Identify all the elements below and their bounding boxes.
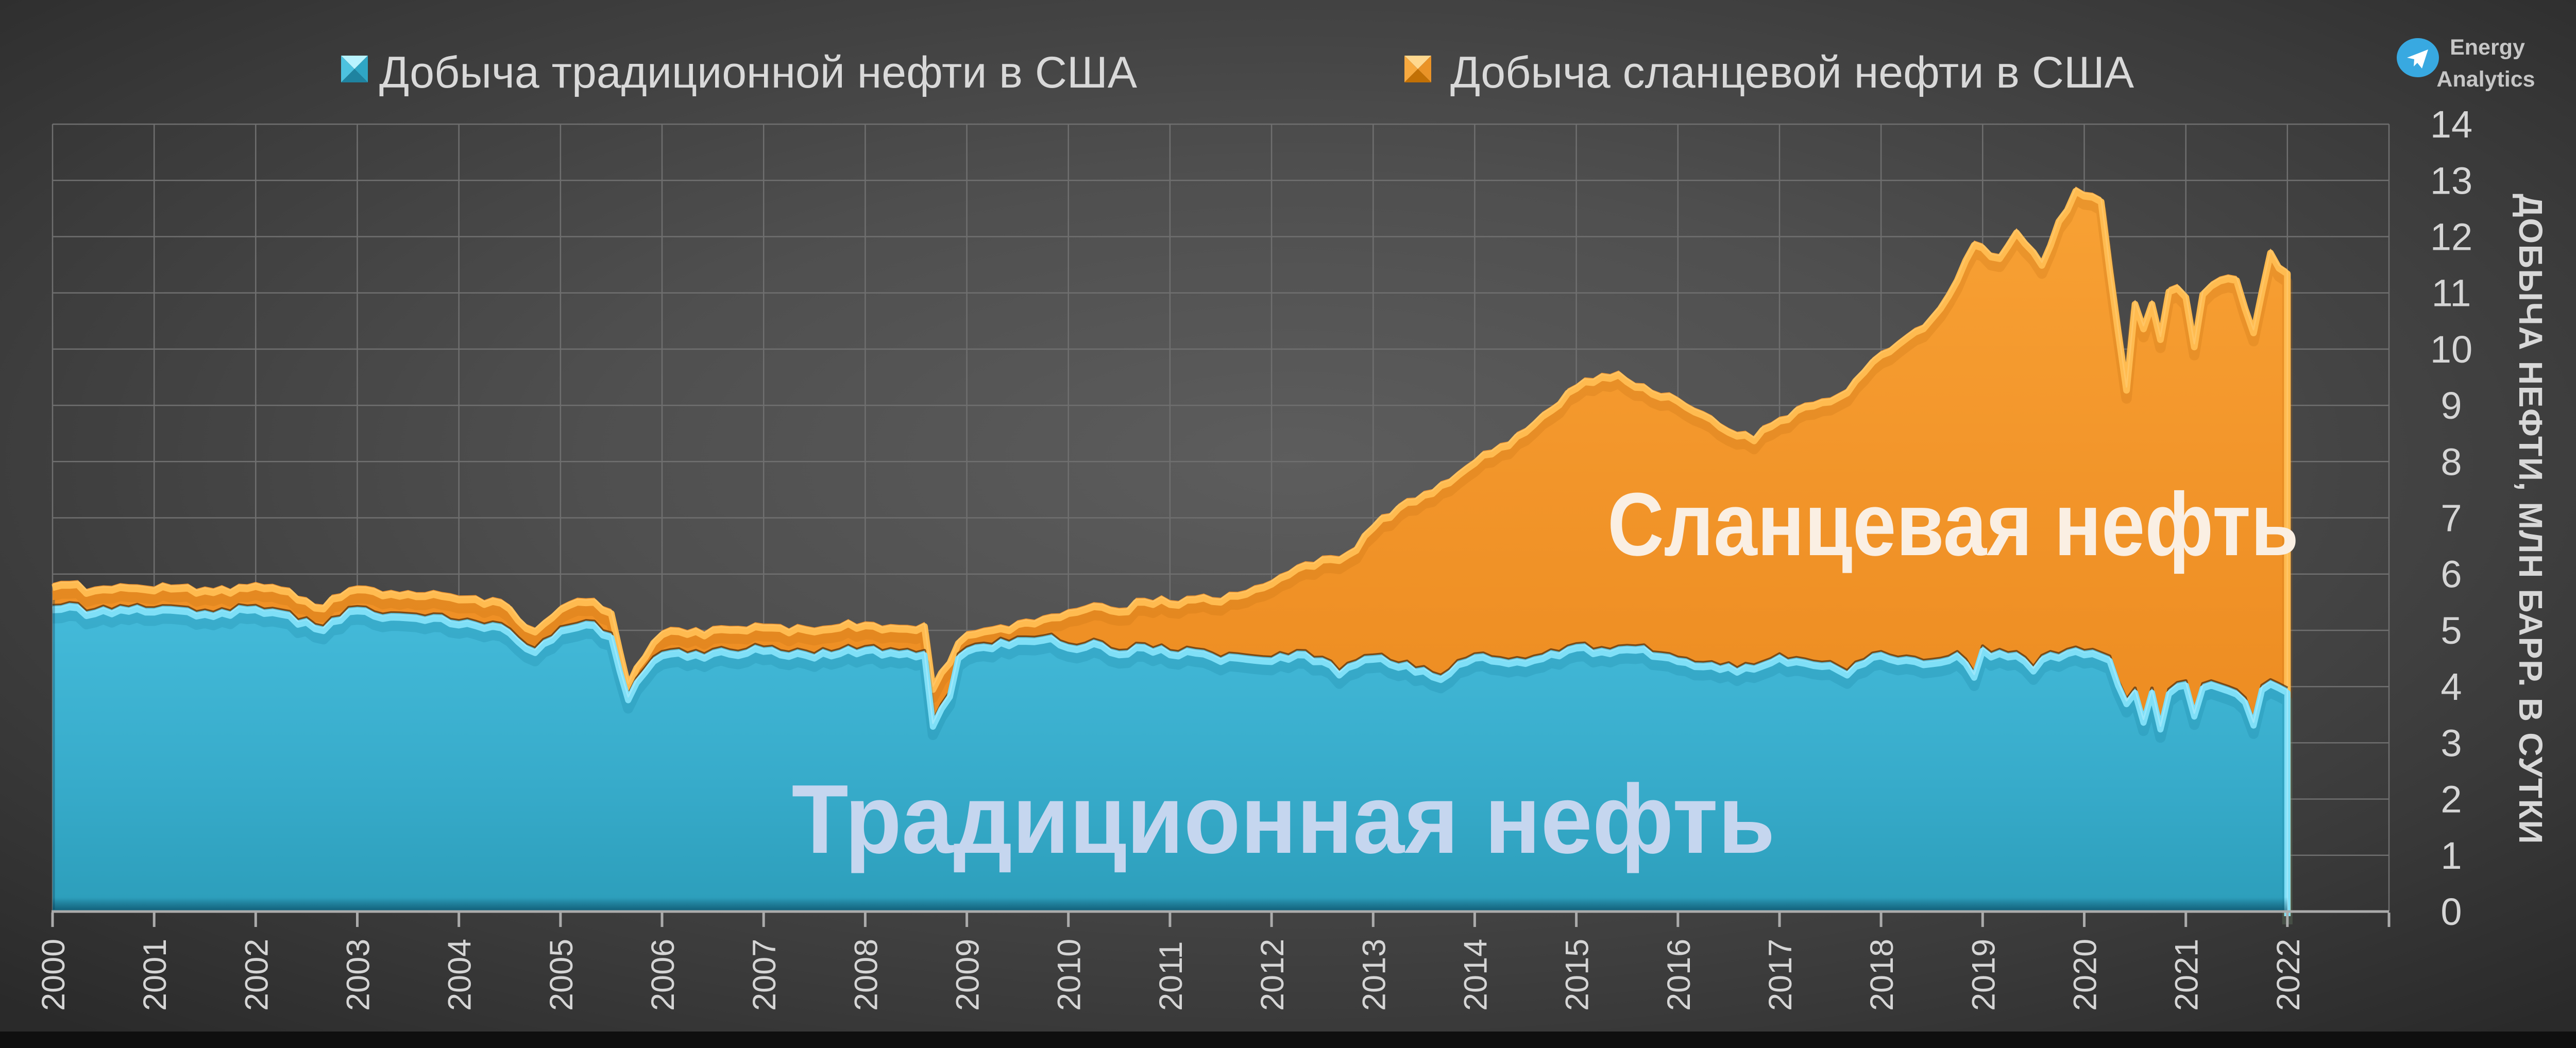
svg-text:2022: 2022 <box>2270 939 2307 1011</box>
svg-text:2015: 2015 <box>1560 939 1596 1011</box>
svg-text:2004: 2004 <box>442 939 478 1011</box>
svg-text:2003: 2003 <box>341 939 377 1011</box>
svg-text:2008: 2008 <box>848 939 884 1011</box>
svg-text:7: 7 <box>2441 497 2462 540</box>
svg-text:Традиционная нефть: Традиционная нефть <box>792 765 1775 874</box>
svg-text:13: 13 <box>2430 159 2472 202</box>
svg-text:2018: 2018 <box>1864 939 1900 1011</box>
svg-text:Energy: Energy <box>2450 35 2525 60</box>
svg-text:Analytics: Analytics <box>2436 67 2535 92</box>
svg-text:ДОБЫЧА НЕФТИ, МЛН БАРР. В СУТК: ДОБЫЧА НЕФТИ, МЛН БАРР. В СУТКИ <box>2512 194 2549 845</box>
svg-text:2014: 2014 <box>1458 939 1494 1011</box>
svg-text:Сланцевая нефть: Сланцевая нефть <box>1607 474 2299 574</box>
svg-text:4: 4 <box>2441 665 2462 708</box>
svg-text:2: 2 <box>2441 778 2462 821</box>
svg-text:2002: 2002 <box>239 939 275 1011</box>
svg-text:2001: 2001 <box>137 939 173 1011</box>
svg-text:2019: 2019 <box>1965 939 2002 1011</box>
svg-text:14: 14 <box>2430 103 2472 146</box>
svg-text:1: 1 <box>2441 834 2462 877</box>
svg-text:2016: 2016 <box>1661 939 1697 1011</box>
svg-text:2021: 2021 <box>2169 939 2205 1011</box>
svg-text:2010: 2010 <box>1052 939 1088 1011</box>
svg-text:2017: 2017 <box>1762 939 1799 1011</box>
svg-text:2005: 2005 <box>544 939 580 1011</box>
svg-text:8: 8 <box>2441 440 2462 483</box>
svg-text:2013: 2013 <box>1356 939 1392 1011</box>
svg-text:2007: 2007 <box>747 939 783 1011</box>
svg-text:Добыча традиционной нефти в СШ: Добыча традиционной нефти в США <box>379 48 1138 97</box>
svg-text:2011: 2011 <box>1153 941 1189 1011</box>
svg-text:12: 12 <box>2430 216 2472 259</box>
svg-text:2012: 2012 <box>1255 939 1291 1011</box>
svg-text:2020: 2020 <box>2067 939 2104 1011</box>
svg-text:2006: 2006 <box>645 939 681 1011</box>
svg-text:9: 9 <box>2441 384 2462 427</box>
svg-text:0: 0 <box>2441 890 2462 933</box>
svg-text:11: 11 <box>2432 272 2471 315</box>
svg-text:5: 5 <box>2441 609 2462 652</box>
svg-text:6: 6 <box>2441 553 2462 596</box>
svg-text:Добыча сланцевой нефти в США: Добыча сланцевой нефти в США <box>1450 48 2134 97</box>
svg-text:2009: 2009 <box>950 939 986 1011</box>
svg-text:10: 10 <box>2430 328 2472 371</box>
svg-text:2000: 2000 <box>36 939 72 1011</box>
svg-text:3: 3 <box>2441 721 2462 764</box>
